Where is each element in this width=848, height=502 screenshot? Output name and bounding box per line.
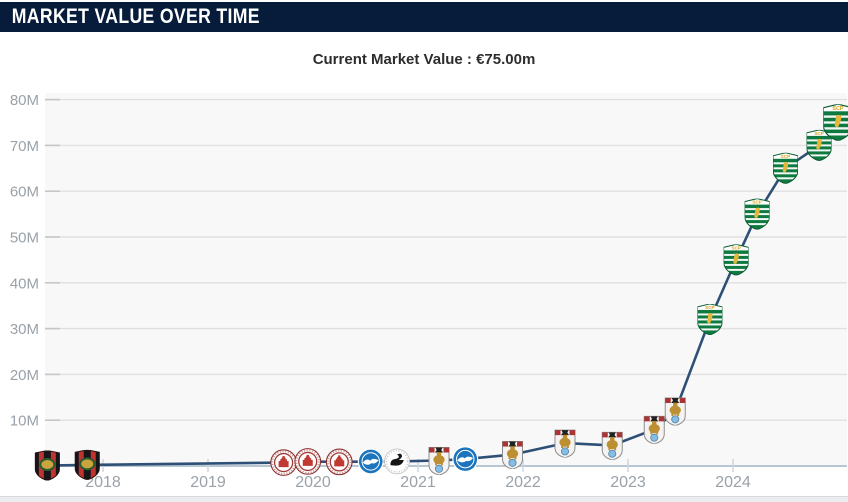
current-market-value-label: Current Market Value : €75.00m xyxy=(312,51,536,68)
plot-area xyxy=(45,93,847,466)
x-axis-label: 2018 xyxy=(85,474,121,491)
crest-bp-icon[interactable] xyxy=(35,451,60,481)
crest-sporting-icon[interactable] xyxy=(697,304,722,335)
y-axis-label: 10M xyxy=(10,413,39,430)
y-axis-label: 40M xyxy=(10,275,39,292)
crest-sporting-icon[interactable] xyxy=(773,153,798,184)
bottom-divider-strip xyxy=(0,496,848,502)
y-axis-label: 70M xyxy=(10,138,39,155)
section-title: MARKET VALUE OVER TIME xyxy=(11,5,260,28)
crest-brighton-icon[interactable] xyxy=(357,447,385,475)
crest-coventry-icon[interactable] xyxy=(554,429,576,458)
crest-stpauli-icon[interactable] xyxy=(294,447,322,475)
crest-bp-icon[interactable] xyxy=(75,450,100,480)
crest-coventry-icon[interactable] xyxy=(601,431,623,460)
x-axis-label: 2019 xyxy=(190,474,226,491)
crest-coventry-icon[interactable] xyxy=(643,415,665,444)
x-axis-label: 2022 xyxy=(505,474,541,491)
crest-coventry-icon[interactable] xyxy=(428,447,450,476)
x-axis-label: 2020 xyxy=(295,474,331,491)
section-header-bar: MARKET VALUE OVER TIME xyxy=(0,2,848,32)
crest-coventry-icon[interactable] xyxy=(664,397,686,426)
y-axis-label: 30M xyxy=(10,321,39,338)
x-axis-label: 2024 xyxy=(715,474,751,491)
crest-swansea-icon[interactable] xyxy=(384,448,410,475)
y-axis-label: 80M xyxy=(10,92,39,109)
crest-brighton-icon[interactable] xyxy=(451,445,479,473)
crest-stpauli-icon[interactable] xyxy=(325,448,353,476)
x-axis-label: 2023 xyxy=(610,474,646,491)
y-axis-label: 50M xyxy=(10,230,39,247)
crest-sporting-icon[interactable] xyxy=(745,199,770,230)
crest-stpauli-icon[interactable] xyxy=(270,449,298,477)
crest-coventry-icon[interactable] xyxy=(502,441,523,470)
x-axis-label: 2021 xyxy=(400,474,436,491)
y-axis-label: 60M xyxy=(10,184,39,201)
crest-sporting-icon[interactable] xyxy=(724,244,749,275)
y-axis-label: 20M xyxy=(10,367,39,384)
